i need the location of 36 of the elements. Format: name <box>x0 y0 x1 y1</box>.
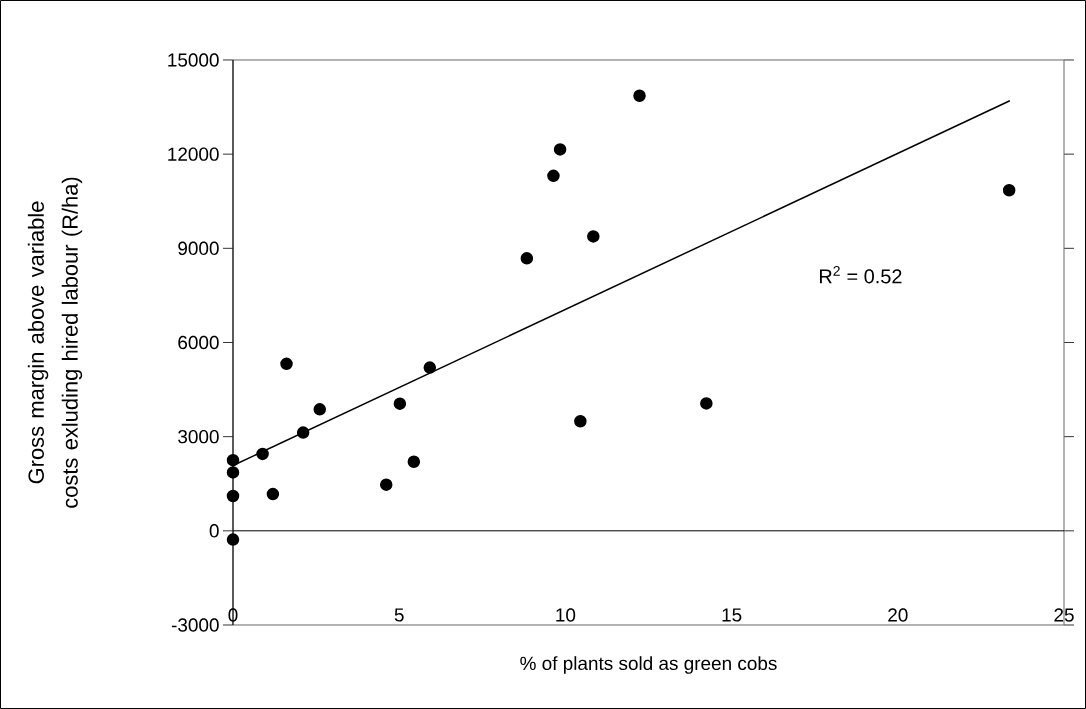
point <box>574 415 587 428</box>
point <box>393 397 407 410</box>
point <box>547 169 560 183</box>
annotation: R$^{2}$ = 0.52 <box>819 265 902 284</box>
y-tick-label: 3000 <box>178 429 219 444</box>
y-tick-label: 6000 <box>178 335 219 350</box>
point <box>313 403 327 416</box>
point <box>1002 184 1016 197</box>
point <box>700 397 713 410</box>
point <box>520 252 534 265</box>
point <box>226 466 240 479</box>
x-tick-label: 25 <box>1054 608 1074 622</box>
point <box>256 447 269 461</box>
point <box>266 487 280 501</box>
y-tick-label: 0 <box>209 524 219 538</box>
x-tick-label: 15 <box>722 608 742 622</box>
point <box>226 453 240 467</box>
point <box>423 361 437 374</box>
y-tick-label: 15000 <box>168 53 219 67</box>
point <box>553 143 567 156</box>
point <box>280 357 293 371</box>
point <box>407 455 421 469</box>
x-tick-label: 5 <box>394 608 404 622</box>
y-tick-label: 9000 <box>178 241 219 256</box>
point <box>587 230 600 243</box>
point <box>633 89 646 103</box>
y-tick-label: 12000 <box>168 147 219 161</box>
y-axis-title: Gross margin above variable costs exluding hired labour (R/ha) <box>27 177 83 508</box>
point <box>296 426 310 439</box>
x-tick-label: 20 <box>888 608 908 622</box>
point <box>379 478 393 491</box>
x-tick-label: 10 <box>556 608 576 622</box>
x-axis-title: % of plants sold as green cobs <box>520 656 777 674</box>
point <box>226 489 240 503</box>
point <box>226 533 240 546</box>
y-tick-label: -3000 <box>171 618 219 632</box>
